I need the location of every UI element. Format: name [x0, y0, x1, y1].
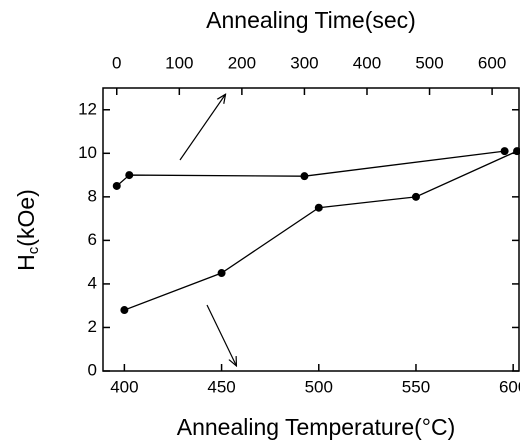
x2-tick-label: 400: [353, 53, 381, 72]
data-point: [217, 269, 226, 278]
y-title-rest: (kOe): [13, 189, 39, 247]
y-tick-label: 2: [88, 317, 97, 336]
y-tick-label: 10: [78, 143, 97, 162]
data-point: [500, 147, 509, 156]
plot-frame: [102, 87, 520, 372]
x2-tick-label: 0: [112, 53, 121, 72]
x-tick-label: 550: [402, 377, 430, 396]
x-tick-label: 600: [499, 377, 520, 396]
arrow-to-bottom-axis: [206, 304, 236, 365]
x-tick-label: 450: [207, 377, 235, 396]
x2-tick-label: 200: [228, 53, 256, 72]
x2-tick-label: 100: [165, 53, 193, 72]
data-point: [300, 172, 309, 181]
data-point: [314, 203, 323, 212]
data-point: [112, 181, 121, 190]
y-title-main: H: [13, 254, 39, 271]
y-axis-title: Hc(kOe): [13, 189, 42, 271]
top-axis-title: Annealing Time(sec): [206, 7, 416, 33]
data-point: [125, 171, 134, 180]
y-tick-label: 0: [88, 360, 97, 379]
arrow-to-top-axis: [179, 95, 225, 161]
y-tick-label: 8: [88, 186, 97, 205]
x2-tick-label: 500: [415, 53, 443, 72]
bottom-axis-title: Annealing Temperature(°C): [177, 414, 456, 440]
x2-tick-label: 300: [290, 53, 318, 72]
data-point: [513, 147, 520, 156]
y-tick-label: 12: [78, 99, 97, 118]
y-tick-label: 6: [88, 230, 97, 249]
y-tick-label: 4: [88, 273, 97, 292]
x2-tick-label: 600: [478, 53, 506, 72]
x-tick-label: 400: [110, 377, 138, 396]
y-title-sub: c: [25, 246, 42, 254]
data-point: [411, 192, 420, 201]
data-point: [120, 306, 129, 315]
x-tick-label: 500: [305, 377, 333, 396]
series-line: [116, 150, 505, 187]
